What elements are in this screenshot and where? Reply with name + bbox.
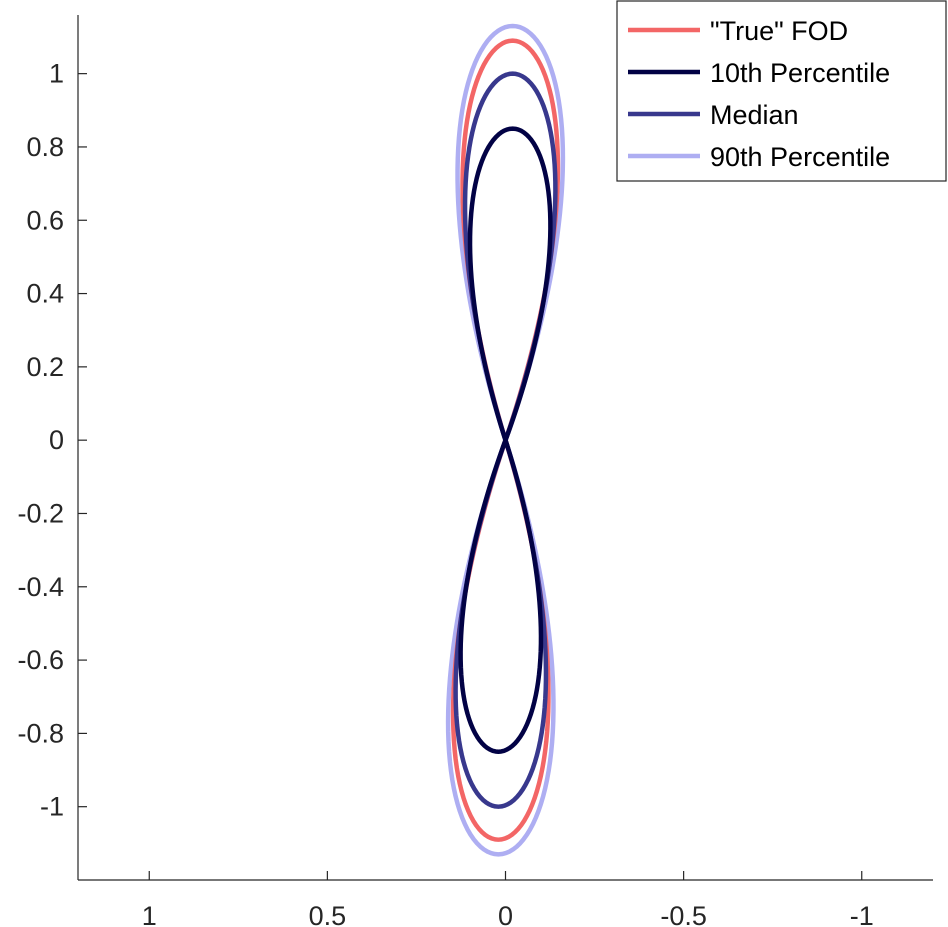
y-tick-label: -1: [40, 792, 64, 822]
y-tick-label: 0.2: [26, 352, 64, 382]
y-tick-label: -0.4: [17, 572, 64, 602]
y-tick-label: -0.6: [17, 645, 64, 675]
y-tick-label: -0.2: [17, 498, 64, 528]
y-tick-label: 1: [49, 59, 64, 89]
x-ticks: 1 0.5 0 -0.5 -1: [142, 871, 874, 927]
y-ticks: 1 0.8 0.6 0.4 0.2 0 -0.2 -0.4 -0.6 -0.8 -1: [17, 59, 87, 822]
series-line-1: [458, 126, 553, 754]
plot-series: [445, 23, 566, 857]
x-tick-label: -1: [850, 901, 874, 927]
legend-label: 10th Percentile: [710, 58, 890, 88]
y-tick-label: 0.6: [26, 205, 64, 235]
x-tick-label: 0.5: [309, 901, 347, 927]
legend-label: Median: [710, 100, 799, 130]
y-tick-label: 0: [49, 425, 64, 455]
x-tick-label: 0: [498, 901, 513, 927]
legend-label: 90th Percentile: [710, 142, 890, 172]
y-tick-label: 0.4: [26, 279, 64, 309]
legend-label: "True" FOD: [710, 16, 848, 46]
y-tick-label: 0.8: [26, 132, 64, 162]
x-tick-label: -0.5: [660, 901, 707, 927]
x-tick-label: 1: [142, 901, 157, 927]
legend: "True" FOD 10th Percentile Median 90th Perc…: [616, 0, 947, 182]
y-tick-label: -0.8: [17, 718, 64, 748]
